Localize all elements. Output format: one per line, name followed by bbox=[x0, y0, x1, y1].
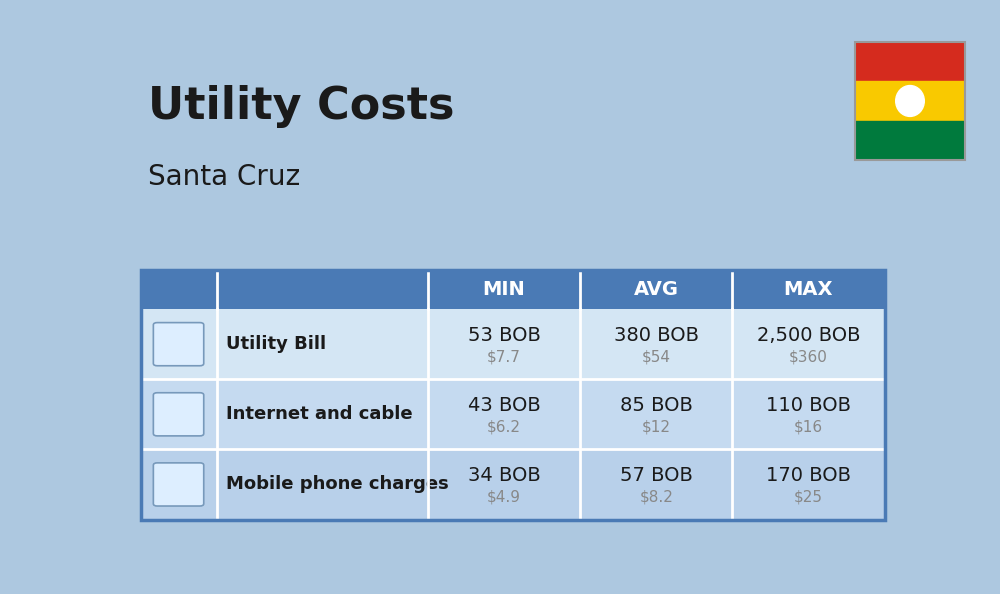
Text: 53 BOB: 53 BOB bbox=[468, 326, 540, 345]
Bar bbox=[580, 270, 732, 309]
Text: MIN: MIN bbox=[483, 280, 525, 299]
Text: $7.7: $7.7 bbox=[487, 349, 521, 364]
FancyBboxPatch shape bbox=[153, 393, 204, 436]
Bar bbox=[217, 379, 428, 450]
Bar bbox=[428, 309, 580, 379]
Text: Santa Cruz: Santa Cruz bbox=[148, 163, 300, 191]
Bar bbox=[140, 379, 217, 450]
Text: 34 BOB: 34 BOB bbox=[468, 466, 540, 485]
Bar bbox=[428, 379, 580, 450]
Bar bbox=[428, 270, 580, 309]
Text: $8.2: $8.2 bbox=[639, 489, 673, 504]
Text: $16: $16 bbox=[794, 419, 823, 434]
Bar bbox=[140, 450, 217, 520]
Bar bbox=[217, 270, 428, 309]
Bar bbox=[580, 379, 732, 450]
Bar bbox=[140, 270, 885, 520]
Text: 43 BOB: 43 BOB bbox=[468, 396, 540, 415]
Text: Mobile phone charges: Mobile phone charges bbox=[226, 475, 449, 494]
Bar bbox=[428, 450, 580, 520]
Text: $4.9: $4.9 bbox=[487, 489, 521, 504]
FancyBboxPatch shape bbox=[153, 323, 204, 366]
Text: 110 BOB: 110 BOB bbox=[766, 396, 851, 415]
Text: $12: $12 bbox=[642, 419, 671, 434]
Text: $6.2: $6.2 bbox=[487, 419, 521, 434]
Bar bbox=[855, 42, 965, 81]
Text: 2,500 BOB: 2,500 BOB bbox=[757, 326, 860, 345]
Text: Internet and cable: Internet and cable bbox=[226, 405, 413, 424]
Bar bbox=[580, 309, 732, 379]
FancyBboxPatch shape bbox=[153, 463, 204, 506]
Text: 170 BOB: 170 BOB bbox=[766, 466, 851, 485]
Bar bbox=[217, 309, 428, 379]
Text: $54: $54 bbox=[642, 349, 671, 364]
Text: Utility Costs: Utility Costs bbox=[148, 85, 455, 128]
Bar bbox=[732, 450, 885, 520]
Circle shape bbox=[896, 86, 924, 116]
Text: Utility Bill: Utility Bill bbox=[226, 335, 326, 353]
Text: AVG: AVG bbox=[634, 280, 679, 299]
Text: MAX: MAX bbox=[784, 280, 833, 299]
Text: 380 BOB: 380 BOB bbox=[614, 326, 699, 345]
Bar bbox=[732, 309, 885, 379]
Bar bbox=[732, 379, 885, 450]
Text: $25: $25 bbox=[794, 489, 823, 504]
Bar bbox=[855, 121, 965, 160]
Bar bbox=[140, 270, 217, 309]
Text: $360: $360 bbox=[789, 349, 828, 364]
Text: 57 BOB: 57 BOB bbox=[620, 466, 693, 485]
Text: 85 BOB: 85 BOB bbox=[620, 396, 693, 415]
Bar bbox=[140, 309, 217, 379]
Bar bbox=[732, 270, 885, 309]
Bar bbox=[855, 81, 965, 121]
Bar bbox=[580, 450, 732, 520]
Bar bbox=[217, 450, 428, 520]
